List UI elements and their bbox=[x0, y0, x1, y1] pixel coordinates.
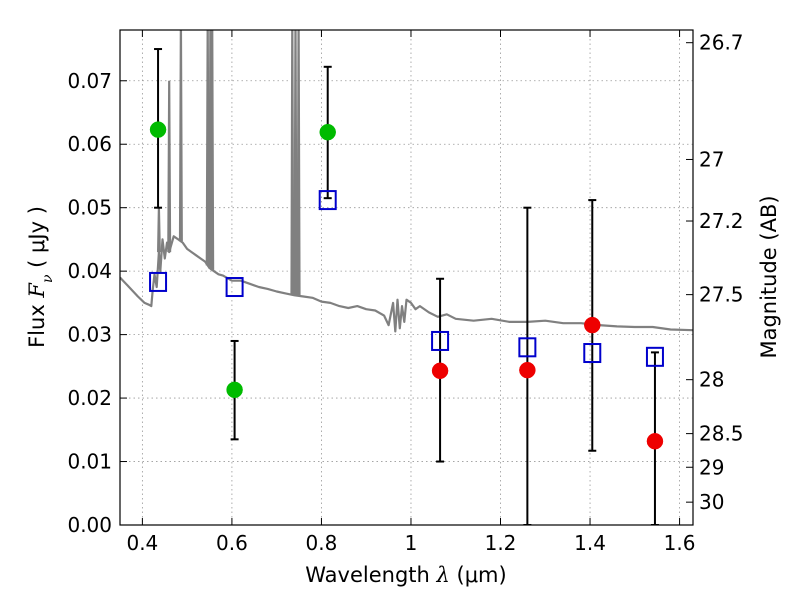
data-point bbox=[149, 121, 167, 138]
right-tick-label: 27.2 bbox=[699, 209, 744, 233]
right-tick-label: 26.7 bbox=[699, 31, 744, 55]
y-tick-label: 0.06 bbox=[67, 132, 112, 156]
emission-line-spike bbox=[210, 30, 215, 270]
y-tick-label: 0.00 bbox=[67, 513, 112, 537]
x-tick-label: 0.6 bbox=[216, 531, 248, 555]
markers bbox=[149, 121, 664, 450]
model-square-marker bbox=[149, 271, 168, 292]
model-square-marker bbox=[583, 343, 602, 364]
x-tick-label: 0.8 bbox=[306, 531, 338, 555]
model-sed-line bbox=[120, 235, 693, 333]
data-point bbox=[431, 362, 449, 380]
error-bars bbox=[154, 48, 659, 525]
y-tick-label: 0.07 bbox=[67, 69, 112, 93]
emission-line-spike bbox=[157, 207, 161, 253]
x-axis-label: Wavelength λ (μm) bbox=[305, 563, 506, 587]
y-tick-label: 0.04 bbox=[67, 259, 112, 283]
right-tick-label: 28 bbox=[699, 368, 724, 392]
data-point bbox=[584, 316, 601, 334]
data-point bbox=[646, 432, 664, 450]
x-tick-label: 1.4 bbox=[574, 531, 606, 555]
model-square-marker bbox=[431, 330, 450, 351]
x-tick-label: 0.4 bbox=[126, 531, 158, 555]
y-tick-label: 0.03 bbox=[67, 323, 112, 347]
right-axis-label: Magnitude (AB) bbox=[757, 195, 781, 358]
y-tick-label: 0.01 bbox=[67, 450, 112, 474]
data-point bbox=[226, 381, 243, 399]
emission-line-spike bbox=[296, 30, 301, 296]
plot-area bbox=[120, 30, 693, 525]
model-square-marker bbox=[318, 190, 337, 211]
model-square-marker bbox=[518, 337, 537, 358]
emission-line-spike bbox=[167, 80, 172, 253]
y-tick-label: 0.05 bbox=[67, 196, 112, 220]
emission-line-spike bbox=[290, 30, 295, 295]
right-tick-label: 30 bbox=[699, 490, 724, 514]
model-square-marker bbox=[645, 346, 664, 367]
x-tick-label: 1.2 bbox=[485, 531, 517, 555]
grid-lines bbox=[120, 30, 693, 526]
right-tick-label: 29 bbox=[699, 455, 724, 479]
data-point bbox=[319, 123, 336, 141]
emission-line-spike bbox=[293, 30, 298, 296]
y-tick-label: 0.02 bbox=[67, 386, 112, 410]
right-tick-label: 27.5 bbox=[699, 283, 744, 307]
model-square-marker bbox=[225, 277, 244, 298]
axis-labels: Wavelength λ (μm) Flux Fν ( μJy ) Magnit… bbox=[25, 195, 781, 587]
model-sed bbox=[120, 30, 693, 333]
emission-line-spike bbox=[178, 30, 183, 242]
data-point bbox=[519, 361, 536, 379]
y-axis-label: Flux Fν ( μJy ) bbox=[25, 206, 56, 348]
right-tick-label: 28.5 bbox=[699, 422, 744, 446]
plot-frame bbox=[119, 29, 694, 526]
x-tick-label: 1.6 bbox=[664, 531, 696, 555]
right-tick-label: 27 bbox=[699, 147, 724, 171]
x-tick-label: 1 bbox=[405, 531, 418, 555]
emission-line-spike bbox=[205, 30, 210, 266]
axis-ticks: 0.4 0.6 0.8 1 1.2 1.4 1.6 0.00 0.01 0.02 0.03 0.04 0… bbox=[67, 30, 744, 555]
